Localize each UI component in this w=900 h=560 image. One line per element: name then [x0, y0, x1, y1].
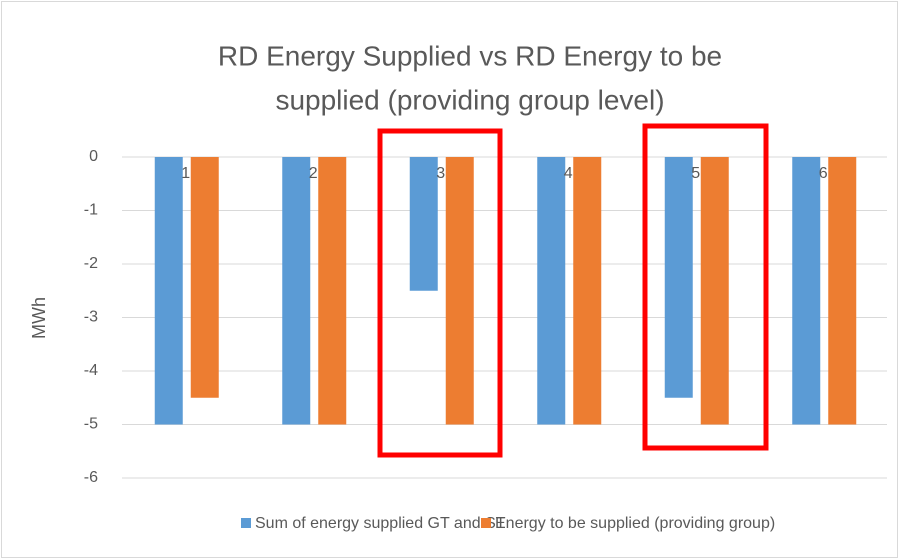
x-tick-label: 6	[819, 165, 828, 182]
x-tick-label: 3	[436, 165, 445, 182]
bar	[664, 157, 693, 398]
x-tick-label: 2	[309, 165, 318, 182]
y-tick-label: 0	[89, 148, 98, 165]
bar	[445, 157, 474, 425]
y-tick-label: -6	[84, 469, 98, 486]
bar	[828, 157, 857, 425]
bar	[573, 157, 602, 425]
y-axis-label: MWh	[29, 297, 49, 339]
highlight-box	[642, 123, 769, 451]
bar	[700, 157, 729, 425]
legend-swatch	[481, 518, 491, 528]
bar	[792, 157, 821, 425]
bar	[537, 157, 566, 425]
plot: -6 -5 -4 -3 -2 -1 0 1 2 3 4 5 6 Sum of energy supplie…	[84, 148, 887, 532]
highlight-box	[377, 128, 503, 458]
legend-label: Sum of energy supplied GT and ST	[255, 515, 506, 532]
chart-title: RD Energy Supplied vs RD Energy to be	[218, 40, 722, 71]
legend-swatch	[241, 518, 251, 528]
bar	[282, 157, 311, 425]
y-tick-label: -5	[84, 416, 98, 433]
bar	[154, 157, 183, 425]
y-tick-label: -2	[84, 255, 98, 272]
y-tick-label: -1	[84, 202, 98, 219]
chart-title: supplied (providing group level)	[275, 84, 664, 115]
bar	[318, 157, 347, 425]
bar	[190, 157, 219, 398]
legend-label: Energy to be supplied (providing group)	[495, 515, 775, 532]
x-tick-label: 4	[564, 165, 573, 182]
y-tick-label: -4	[84, 362, 98, 379]
y-tick-label: -3	[84, 309, 98, 326]
x-tick-label: 1	[181, 165, 190, 182]
bar	[409, 157, 438, 291]
x-tick-label: 5	[691, 165, 700, 182]
